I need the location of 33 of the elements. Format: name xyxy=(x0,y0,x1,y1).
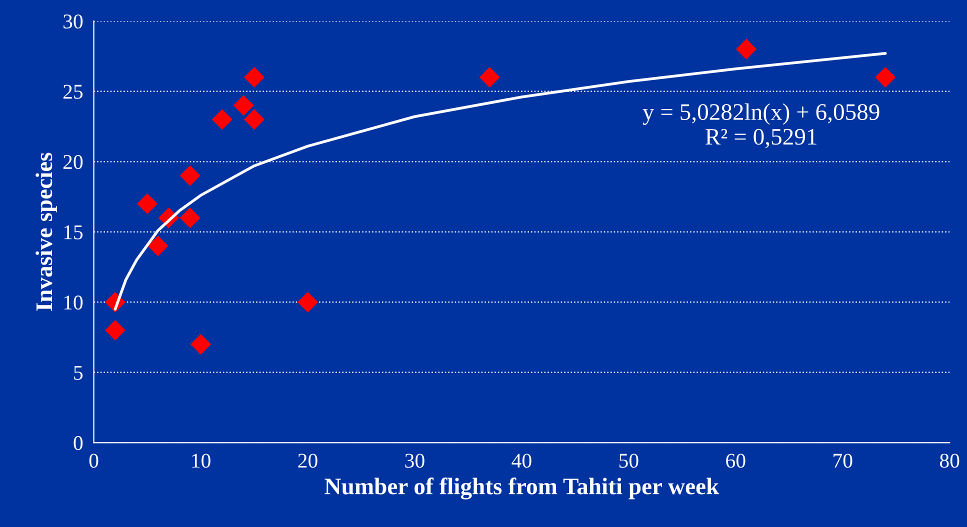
point xyxy=(479,66,500,88)
point xyxy=(233,95,254,116)
x-axis-title: Number of flights from Tahiti per week xyxy=(324,478,720,500)
x-tick-label: 30 xyxy=(405,454,424,468)
y-tick-label: 5 xyxy=(74,366,83,380)
x-tick-label: 80 xyxy=(940,454,960,468)
x-tick-label: 40 xyxy=(512,454,532,468)
point xyxy=(136,193,158,214)
point xyxy=(180,208,200,228)
y-axis-title: Invasive species xyxy=(36,152,57,311)
x-tick-label: 0 xyxy=(89,454,98,468)
x-tick-label: 70 xyxy=(834,454,852,468)
annotation: y = 5,0282ln(x) + 6,0589 R² = 0,5291 xyxy=(642,103,880,148)
point xyxy=(244,66,265,88)
point xyxy=(190,334,212,355)
y-tick-label: 30 xyxy=(64,14,83,29)
point xyxy=(875,66,896,88)
point xyxy=(148,236,168,256)
x-tick-label: 50 xyxy=(619,454,638,468)
x-tick-label: 60 xyxy=(726,454,746,468)
y-tick-label: 20 xyxy=(63,154,83,170)
y-tick-label: 0 xyxy=(74,436,83,450)
point xyxy=(212,109,232,130)
point xyxy=(104,320,126,341)
point xyxy=(736,38,757,60)
point xyxy=(244,109,265,130)
y-tick-label: 10 xyxy=(64,296,83,310)
y-tick-label: 15 xyxy=(64,225,83,240)
point xyxy=(297,292,318,312)
point xyxy=(180,165,200,186)
x-tick-label: 20 xyxy=(298,454,318,468)
y-tick-label: 25 xyxy=(63,84,83,99)
x-tick-label: 10 xyxy=(192,454,210,468)
